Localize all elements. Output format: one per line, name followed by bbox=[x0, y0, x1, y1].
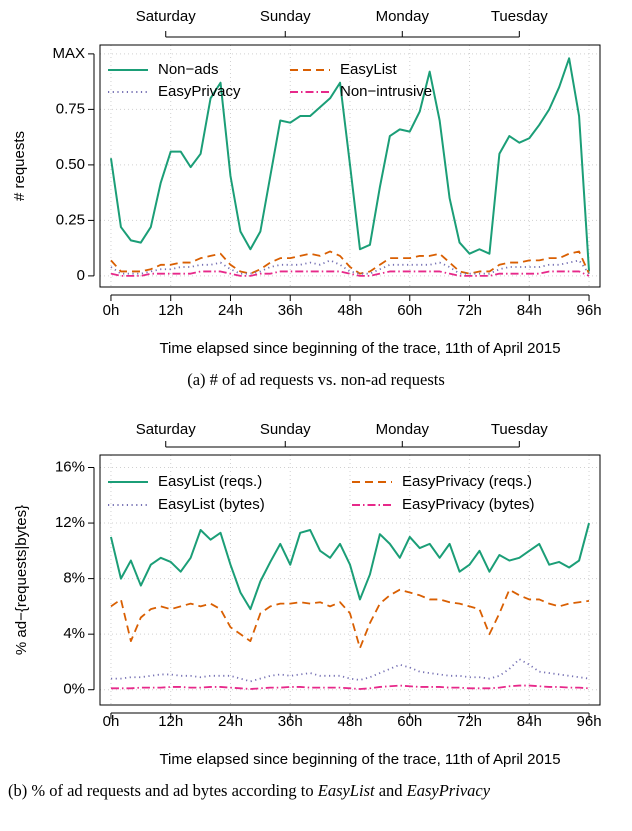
x2-tick-label: Monday bbox=[376, 421, 430, 438]
series-line bbox=[109, 57, 591, 272]
legend-label: EasyPrivacy (reqs.) bbox=[402, 473, 532, 490]
y-axis-title: % ad−{requests|bytes} bbox=[13, 505, 30, 655]
legend-label: EasyList bbox=[340, 61, 398, 78]
legend-label: Non−intrusive bbox=[340, 83, 432, 100]
y-tick-label: 0 bbox=[77, 267, 85, 284]
x-tick-label: 12h bbox=[158, 302, 183, 319]
x-tick-label: 0h bbox=[103, 713, 120, 730]
y-tick-label: 16% bbox=[55, 458, 85, 475]
legend-label: EasyList (bytes) bbox=[158, 496, 265, 513]
x-tick-label: 60h bbox=[397, 713, 422, 730]
plot-frame bbox=[99, 44, 601, 288]
y-tick-label: 0.25 bbox=[56, 211, 85, 228]
legend-label: Non−ads bbox=[158, 61, 218, 78]
y-tick-label: 0.50 bbox=[56, 156, 85, 173]
x-tick-label: 84h bbox=[517, 713, 542, 730]
x2-tick-label: Sunday bbox=[260, 8, 311, 25]
x-tick-label: 60h bbox=[397, 302, 422, 319]
caption-text: EasyList bbox=[317, 781, 375, 800]
series-line bbox=[110, 658, 590, 683]
legend-label: EasyPrivacy (bytes) bbox=[402, 496, 535, 513]
series-line bbox=[110, 270, 590, 277]
x-tick-label: 84h bbox=[517, 302, 542, 319]
series-line bbox=[109, 522, 591, 611]
legend-label: EasyPrivacy bbox=[158, 83, 241, 100]
x-axis-title: Time elapsed since beginning of the trac… bbox=[159, 751, 560, 768]
x-tick-label: 24h bbox=[218, 302, 243, 319]
y-tick-label: 0.75 bbox=[56, 100, 85, 117]
x-tick-label: 96h bbox=[577, 302, 602, 319]
caption-text: and bbox=[374, 781, 407, 800]
series-line bbox=[110, 250, 590, 275]
x-tick-label: 36h bbox=[278, 713, 303, 730]
series-line bbox=[110, 684, 590, 690]
caption: (a) # of ad requests vs. non-ad requests bbox=[187, 370, 445, 389]
x2-tick-label: Saturday bbox=[136, 8, 197, 25]
x-axis-title: Time elapsed since beginning of the trac… bbox=[159, 340, 560, 357]
x-tick-label: 24h bbox=[218, 713, 243, 730]
y-tick-label: 4% bbox=[63, 625, 85, 642]
caption-text: (b) % of ad requests and ad bytes accord… bbox=[8, 781, 318, 800]
caption: (b) % of ad requests and ad bytes accord… bbox=[8, 781, 624, 800]
caption-text: EasyPrivacy bbox=[406, 781, 491, 800]
plot-frame bbox=[99, 454, 601, 706]
y-tick-label: 12% bbox=[55, 514, 85, 531]
x2-tick-label: Sunday bbox=[260, 421, 311, 438]
y-tick-label: 8% bbox=[63, 570, 85, 587]
legend-label: EasyList (reqs.) bbox=[158, 473, 262, 490]
y-tick-label: 0% bbox=[63, 681, 85, 698]
x-tick-label: 0h bbox=[103, 302, 120, 319]
series-line bbox=[110, 588, 590, 649]
x-tick-label: 48h bbox=[337, 302, 362, 319]
x2-tick-label: Saturday bbox=[136, 421, 197, 438]
x2-tick-label: Monday bbox=[376, 8, 430, 25]
x2-tick-label: Tuesday bbox=[491, 421, 548, 438]
y-tick-label: MAX bbox=[52, 45, 85, 62]
x-tick-label: 96h bbox=[577, 713, 602, 730]
x-tick-label: 48h bbox=[337, 713, 362, 730]
x-tick-label: 36h bbox=[278, 302, 303, 319]
x-tick-label: 12h bbox=[158, 713, 183, 730]
x2-tick-label: Tuesday bbox=[491, 8, 548, 25]
y-axis-title: # requests bbox=[11, 131, 28, 201]
x-tick-label: 72h bbox=[457, 302, 482, 319]
x-tick-label: 72h bbox=[457, 713, 482, 730]
